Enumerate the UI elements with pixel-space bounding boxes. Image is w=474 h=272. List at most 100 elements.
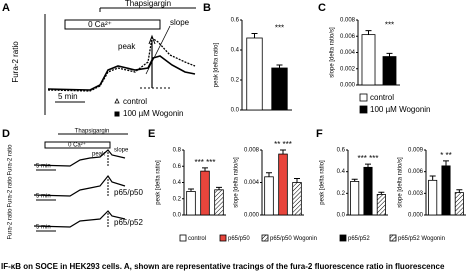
annotation: slope [114, 148, 129, 154]
y-tick-label: 0.4 [337, 169, 346, 175]
y-tick-label: 0.000 [340, 83, 356, 89]
legend-label: control [370, 93, 394, 102]
bar [382, 56, 397, 86]
y-tick-label: 0.0 [337, 213, 346, 219]
y-tick-label: 0.008 [340, 18, 356, 24]
annotation: Thapsigargin [125, 0, 171, 8]
trace-label: p65/p50 [114, 188, 143, 197]
error-bar [276, 64, 283, 68]
panel-d [33, 133, 128, 232]
y-tick-label: 0.000 [408, 213, 424, 219]
error-bar [378, 191, 385, 195]
significance: * ** [440, 151, 452, 160]
y-tick-label: 0.8 [173, 148, 182, 154]
legend-swatch [219, 234, 227, 242]
y-label: Fura-2 ratio [8, 144, 14, 176]
y-tick-label: 0.2 [173, 196, 182, 202]
scale-label: 5 min [36, 164, 51, 170]
annotation: 0 Ca²⁺ [68, 142, 86, 149]
panel-label: F [316, 128, 323, 140]
bar [376, 194, 386, 216]
error-bar [386, 52, 393, 57]
significance: *** *** [358, 154, 379, 163]
panel-label: E [148, 128, 155, 140]
y-tick-label: 0.004 [340, 50, 356, 56]
y-label: slope [delta ratio/s] [398, 157, 404, 208]
trace-label: p65/p52 [114, 218, 143, 227]
annotation: peak [92, 152, 106, 158]
error-bar [443, 160, 449, 166]
y-tick-label: 0.4 [231, 48, 240, 54]
error-bar [251, 33, 258, 38]
panel-label: D [2, 128, 10, 140]
y-tick-label: 0.6 [337, 148, 346, 154]
legend-swatch [179, 234, 187, 242]
y-tick-label: 0.008 [244, 148, 260, 154]
legend-label: p65/p50 [228, 236, 250, 242]
annotation: 0 Ca²⁺ [88, 20, 112, 29]
y-tick-label: 0.000 [244, 213, 260, 219]
legend-swatch [389, 234, 397, 242]
error-bar [188, 188, 194, 192]
y-tick-label: 0.002 [340, 66, 356, 72]
y-tick-label: 0.006 [340, 34, 356, 40]
y-label: Fura-2 ratio [8, 208, 14, 240]
y-tick-label: 0.0 [173, 213, 182, 219]
panel-label: A [2, 2, 10, 14]
y-tick-label: 0.6 [173, 164, 182, 170]
bar [441, 165, 451, 216]
significance: *** [275, 24, 284, 33]
annotation: peak [118, 42, 136, 51]
panel-label: C [318, 2, 326, 14]
error-bar [280, 149, 286, 155]
bar [361, 34, 376, 86]
legend-label: p65/p50 Wogonin [270, 236, 317, 242]
bar [264, 176, 274, 216]
significance: *** [385, 21, 394, 30]
legend-label: p65/p52 Wogonin [398, 236, 445, 242]
error-bar [429, 175, 436, 181]
legend-swatch [261, 234, 269, 242]
error-bar [456, 189, 463, 193]
bar [292, 182, 302, 216]
error-bar [216, 186, 222, 190]
y-tick-label: 0.2 [337, 191, 346, 197]
y-tick-label: 0.003 [408, 191, 424, 197]
bar [186, 191, 196, 216]
error-bar [365, 30, 372, 35]
y-tick-label: 0.006 [408, 169, 424, 175]
legend-label: p65/p52 [348, 236, 370, 242]
y-label: Fura-2 ratio [11, 41, 20, 83]
y-tick-label: 0.009 [408, 148, 424, 154]
y-tick-label: 0.6 [231, 18, 240, 24]
bar [246, 37, 263, 111]
annotation: slope [170, 18, 190, 27]
bar [278, 153, 288, 216]
significance: *** *** [195, 158, 216, 167]
y-label: peak [delta ratio] [214, 42, 220, 87]
panel-label: B [203, 2, 211, 14]
annotation: Thapsigargin [75, 129, 110, 135]
panel-a [44, 7, 196, 117]
legend-label: control [123, 97, 147, 106]
error-bar [202, 167, 208, 172]
y-label: peak [delta ratio] [320, 160, 326, 205]
error-bar [351, 178, 358, 182]
scale-label: 5 min [36, 225, 51, 231]
y-tick-label: 0.0 [231, 108, 240, 114]
bar [350, 181, 360, 216]
y-label: slope [delta ratio/s] [330, 27, 336, 78]
bar [363, 166, 373, 216]
bar [271, 67, 288, 111]
legend-swatch [359, 105, 368, 114]
scale-label: 5 min [36, 194, 51, 200]
bar [454, 192, 464, 216]
bar [428, 179, 438, 216]
y-tick-label: 0.4 [173, 180, 182, 186]
legend-label: 100 µM Wogonin [123, 109, 184, 118]
y-label: slope [delta ratio/s] [234, 157, 240, 208]
legend-label: control [188, 236, 206, 242]
y-label: Fura-2 ratio [8, 176, 14, 208]
